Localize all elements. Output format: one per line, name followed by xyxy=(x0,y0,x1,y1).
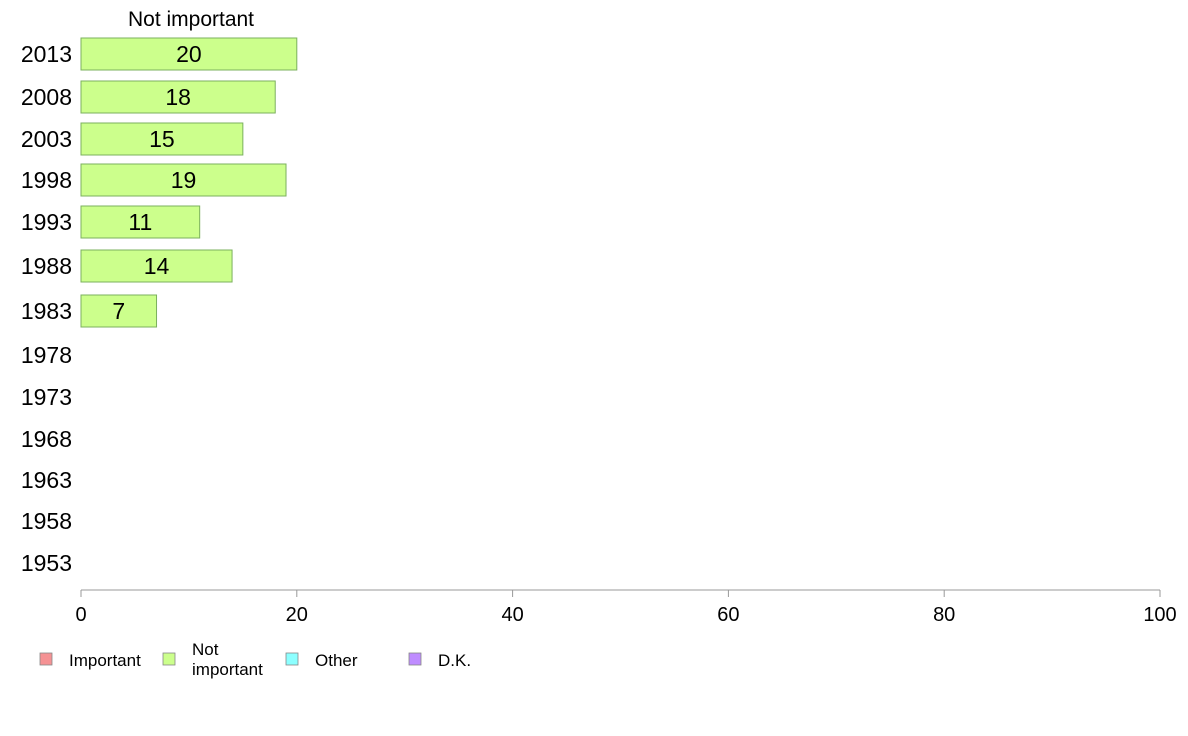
bar xyxy=(80,294,158,328)
y-tick-label: 1998 xyxy=(21,167,72,193)
y-tick-label: 1973 xyxy=(21,384,72,410)
bar-value-label: 20 xyxy=(176,41,202,67)
y-tick-label: 1988 xyxy=(21,253,72,279)
chart-title: Not important xyxy=(128,8,254,31)
y-tick-label: 1993 xyxy=(21,209,72,235)
bar-value-label: 7 xyxy=(112,298,125,324)
y-tick-label: 2013 xyxy=(21,41,72,67)
legend-label: Not important xyxy=(192,640,263,679)
x-tick-label: 80 xyxy=(933,604,955,626)
bar-value-label: 15 xyxy=(149,126,175,152)
x-axis: 0 20 40 60 80 100 xyxy=(75,589,1177,626)
bar xyxy=(80,80,276,114)
legend-swatch xyxy=(408,652,422,666)
bar xyxy=(80,37,298,71)
legend-swatch xyxy=(162,652,176,666)
y-tick-label: 2008 xyxy=(21,84,72,110)
y-tick-label: 1968 xyxy=(21,426,72,452)
legend-swatch xyxy=(39,652,53,666)
bar xyxy=(80,122,244,156)
y-tick-label: 1983 xyxy=(21,298,72,324)
y-tick-label: 1958 xyxy=(21,508,72,534)
legend-label: Other xyxy=(315,651,358,670)
bar xyxy=(80,163,287,197)
x-tick-label: 100 xyxy=(1143,604,1176,626)
x-tick-label: 60 xyxy=(717,604,739,626)
bar-value-label: 11 xyxy=(128,209,152,235)
x-tick-label: 40 xyxy=(501,604,523,626)
x-tick-label: 20 xyxy=(286,604,308,626)
legend-label: Important xyxy=(69,651,141,670)
legend-label: D.K. xyxy=(438,651,471,670)
y-axis-labels: 2013 2008 2003 1998 1993 1988 1983 1978 1973 1968… xyxy=(21,41,72,576)
y-tick-label: 1963 xyxy=(21,467,72,493)
y-tick-label: 2003 xyxy=(21,126,72,152)
bar xyxy=(80,249,233,283)
legend: Important Not important Other D.K. xyxy=(39,640,471,679)
y-tick-label: 1953 xyxy=(21,550,72,576)
bar-value-label: 14 xyxy=(144,253,170,279)
legend-swatch xyxy=(285,652,299,666)
x-tick-label: 0 xyxy=(75,604,86,626)
y-tick-label: 1978 xyxy=(21,342,72,368)
bar-value-label: 18 xyxy=(165,84,191,110)
bar-value-label: 19 xyxy=(171,167,197,193)
bar xyxy=(80,205,201,239)
bars-group: 20 18 15 19 11 14 7 xyxy=(80,37,298,328)
